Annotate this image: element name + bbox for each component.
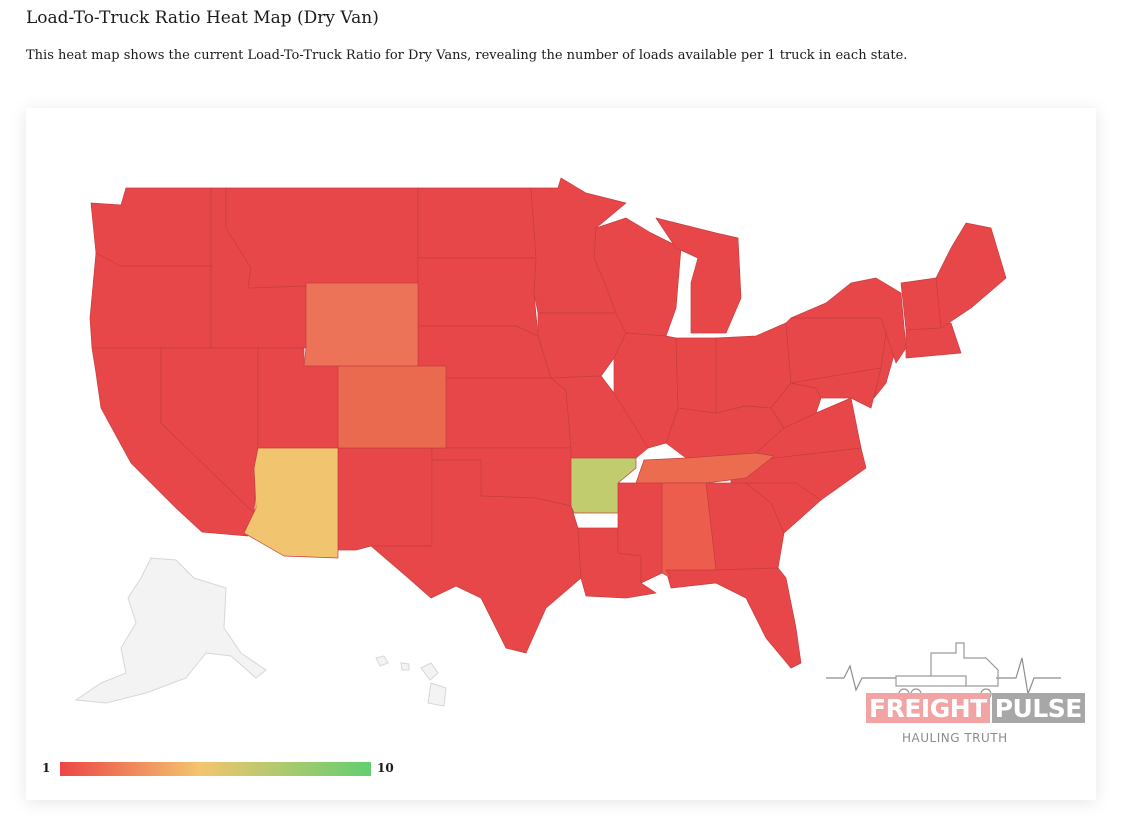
contiguous-us bbox=[89, 177, 1007, 669]
page-title: Load-To-Truck Ratio Heat Map (Dry Van) bbox=[26, 8, 379, 28]
state-new-mexico bbox=[337, 447, 433, 551]
state-arizona bbox=[243, 447, 339, 559]
state-alabama bbox=[661, 482, 717, 579]
legend-max-label: 10 bbox=[377, 761, 394, 775]
state-florida bbox=[665, 567, 802, 669]
state-north-dakota bbox=[417, 187, 537, 259]
state-texas bbox=[370, 459, 582, 654]
legend-gradient-bar bbox=[60, 762, 371, 776]
hawaii-region bbox=[375, 655, 447, 707]
state-missouri bbox=[550, 375, 649, 459]
state-maryland-delaware bbox=[790, 367, 882, 409]
logo-tagline: HAULING TRUTH bbox=[902, 731, 1008, 745]
us-heat-map bbox=[74, 177, 1007, 707]
page-description: This heat map shows the current Load-To-… bbox=[26, 48, 908, 63]
logo-brand-part2: PULSE bbox=[991, 693, 1085, 723]
state-montana bbox=[225, 187, 419, 289]
state-illinois bbox=[613, 332, 679, 449]
state-michigan bbox=[655, 217, 742, 334]
highlighted-states bbox=[243, 282, 775, 579]
state-iowa bbox=[537, 312, 627, 379]
heat-map-card: 1 10 FREIGHT PULSE HAULING TRUTH bbox=[26, 108, 1096, 800]
state-new-york bbox=[790, 277, 907, 364]
state-colorado bbox=[337, 365, 447, 449]
state-south-dakota bbox=[417, 257, 539, 337]
state-vermont-nh bbox=[900, 277, 942, 331]
logo-wordmark: FREIGHT PULSE bbox=[866, 693, 1085, 723]
state-washington bbox=[90, 187, 212, 267]
state-new-jersey bbox=[873, 332, 897, 399]
legend-min-label: 1 bbox=[42, 761, 51, 775]
logo-brand-part1: FREIGHT bbox=[866, 693, 990, 723]
alaska-region bbox=[74, 557, 267, 704]
state-indiana bbox=[675, 337, 717, 414]
state-oregon bbox=[89, 252, 212, 349]
state-wyoming bbox=[303, 282, 419, 367]
state-maine bbox=[935, 222, 1007, 329]
state-arkansas bbox=[570, 457, 637, 514]
